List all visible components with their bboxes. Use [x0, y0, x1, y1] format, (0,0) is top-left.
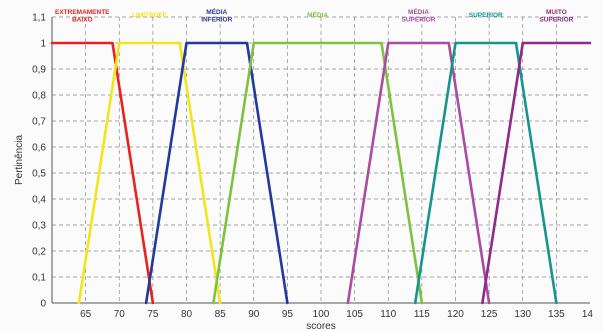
y-tick-label: 0,9: [32, 65, 46, 76]
series-line-1: [77, 41, 222, 305]
x-tick-label: 14: [582, 309, 594, 320]
x-tick-label: 110: [380, 309, 396, 320]
x-tick-label: 65: [80, 309, 92, 320]
x-axis-title: scores: [306, 321, 335, 331]
x-tick-label: 80: [181, 309, 193, 320]
series-line-4: [346, 41, 491, 305]
series-line-3: [212, 41, 424, 305]
x-tick-label: 85: [215, 309, 227, 320]
x-tick-label: 120: [447, 309, 464, 320]
series-line-0: [50, 41, 155, 305]
y-tick-label: 0,3: [32, 221, 46, 232]
y-tick-label: 0: [40, 299, 46, 310]
y-tick-label: 0,2: [32, 247, 46, 258]
series-label-4: MÉDIA: [408, 7, 429, 16]
series-line-6: [481, 41, 592, 305]
series-line-2: [144, 41, 289, 305]
series-label-3: MÉDIA: [307, 10, 328, 19]
x-tick-label: 100: [313, 309, 330, 320]
x-tick-label: 130: [514, 309, 531, 320]
x-tick-label: 90: [248, 309, 260, 320]
series-label-0: BAIXO: [72, 17, 93, 24]
y-tick-label: 0,7: [32, 117, 46, 128]
series-label-6: MUITO: [546, 9, 567, 16]
axes: [51, 17, 590, 304]
x-tick-label: 70: [114, 309, 126, 320]
series-label-5: SUPERIOR: [469, 12, 503, 19]
y-tick-label: 0,4: [32, 195, 46, 206]
y-tick-label: 0,1: [32, 273, 46, 284]
y-tick-label: 1: [40, 39, 46, 50]
x-tick-label: 95: [282, 309, 294, 320]
series-lines: [50, 41, 592, 305]
x-tick-label: 135: [548, 309, 565, 320]
grid: [52, 16, 590, 303]
series-label-2: INFERIOR: [201, 17, 232, 24]
series-label-2: MÉDIA: [206, 7, 227, 16]
x-tick-label: 125: [481, 309, 498, 320]
x-tick-label: 75: [147, 309, 159, 320]
series-label-4: SUPERIOR: [402, 17, 436, 24]
y-tick-label: 0,8: [32, 91, 46, 102]
y-tick-label: 0,5: [32, 169, 46, 180]
x-tick-label: 115: [414, 309, 430, 320]
series-label-1: LIMÍTROFE: [132, 10, 168, 19]
series-label-0: EXTREMAMENTE: [55, 9, 110, 16]
series-label-6: SUPERIOR: [539, 17, 573, 24]
x-tick-label: 105: [346, 309, 363, 320]
y-tick-label: 1,1: [32, 13, 46, 24]
tick-labels: 0 0,1 0,2 0,3 0,4 0,5 0,6 0,7 0,8 0,9 1 1,1 65 70 75 80…: [32, 13, 593, 321]
series-line-5: [413, 41, 558, 305]
y-tick-label: 0,6: [32, 143, 46, 154]
y-axis-title: Pertinência: [14, 135, 25, 185]
